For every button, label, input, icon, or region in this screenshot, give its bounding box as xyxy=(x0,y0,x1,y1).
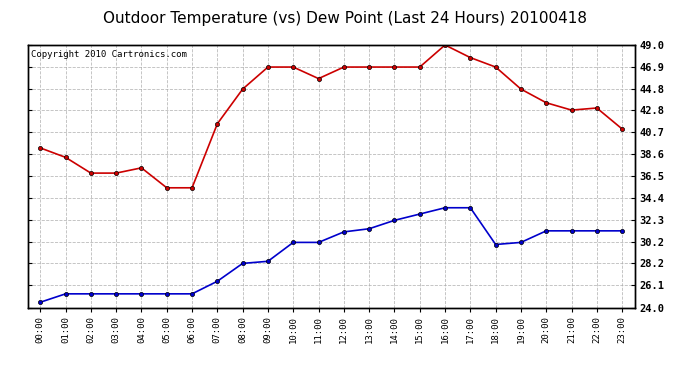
Text: Copyright 2010 Cartronics.com: Copyright 2010 Cartronics.com xyxy=(30,50,186,59)
Text: Outdoor Temperature (vs) Dew Point (Last 24 Hours) 20100418: Outdoor Temperature (vs) Dew Point (Last… xyxy=(103,11,587,26)
